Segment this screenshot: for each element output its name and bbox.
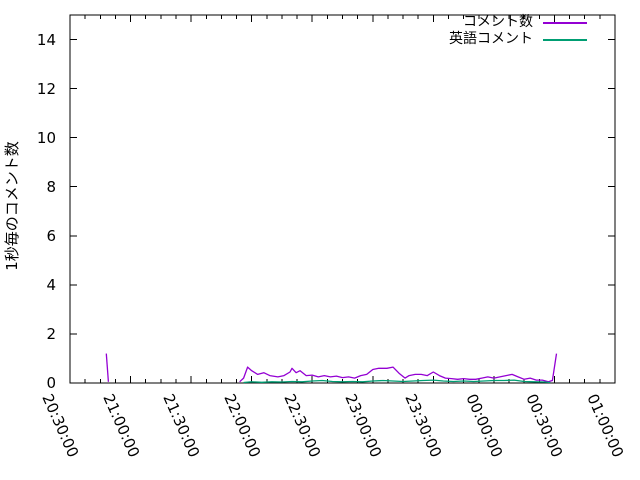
legend-line-sample-comments xyxy=(543,21,587,24)
y-tick-label: 14 xyxy=(36,30,56,49)
legend: コメント数 英語コメント xyxy=(449,14,587,48)
legend-item-english-comments: 英語コメント xyxy=(449,31,587,48)
y-tick-label: 4 xyxy=(46,275,56,294)
y-tick-label: 2 xyxy=(46,324,56,343)
legend-line-sample-english xyxy=(543,38,587,41)
series-line-1 xyxy=(243,379,551,384)
y-tick-label: 0 xyxy=(46,374,56,392)
plot-border xyxy=(69,14,616,384)
legend-label-comments: コメント数 xyxy=(463,14,533,30)
series-line-0 xyxy=(105,353,110,382)
y-tick-label: 10 xyxy=(36,128,56,147)
y-tick-label: 8 xyxy=(46,177,56,196)
series-line-0 xyxy=(239,353,558,383)
y-tick-label: 6 xyxy=(46,226,56,245)
legend-label-english-comments: 英語コメント xyxy=(449,31,533,47)
y-axis-title: 1秒毎のコメント数 xyxy=(3,141,21,271)
legend-item-comments: コメント数 xyxy=(449,14,587,31)
y-tick-label: 12 xyxy=(36,79,56,98)
